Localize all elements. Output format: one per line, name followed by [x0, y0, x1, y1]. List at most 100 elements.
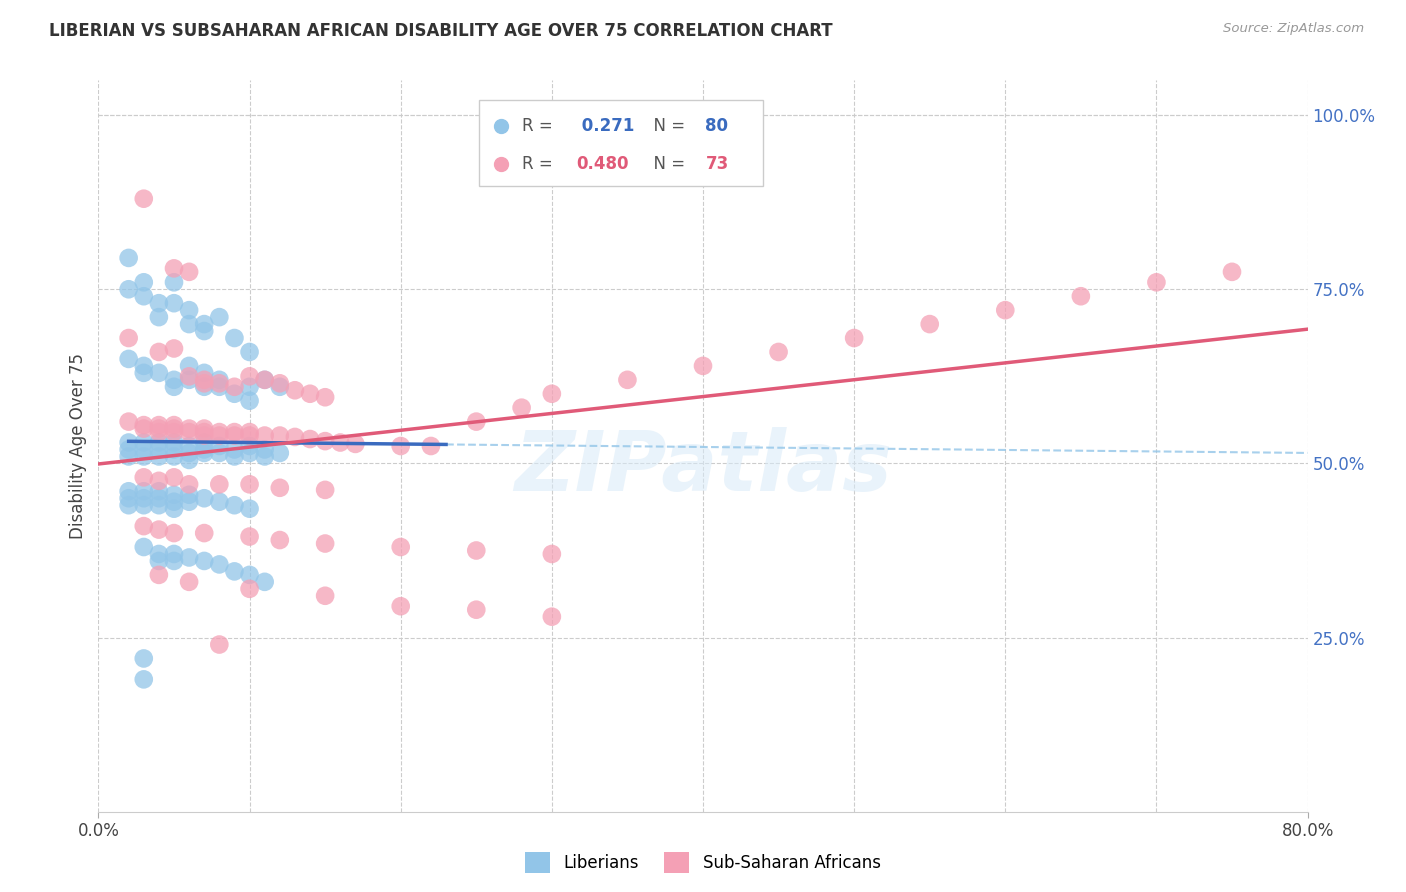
Point [239, 446, 262, 460]
Point [239, 439, 262, 453]
Point [329, 435, 352, 450]
Point [253, 373, 276, 387]
Text: R =: R = [522, 155, 558, 173]
Point [193, 373, 215, 387]
Point [163, 450, 186, 464]
Point [163, 373, 186, 387]
Point [163, 380, 186, 394]
Point [284, 430, 307, 444]
Point [269, 380, 291, 394]
Point [132, 498, 155, 512]
Point [208, 638, 231, 652]
Point [118, 450, 141, 464]
Point [299, 386, 322, 401]
Point [179, 488, 201, 502]
Point [193, 435, 215, 450]
Point [163, 275, 186, 289]
Point [118, 491, 141, 506]
Point [389, 439, 412, 453]
Point [163, 418, 186, 433]
Point [224, 331, 246, 345]
Point [148, 484, 170, 499]
Point [269, 428, 291, 442]
Point [224, 498, 246, 512]
Point [253, 442, 276, 457]
Point [179, 574, 201, 589]
Text: Source: ZipAtlas.com: Source: ZipAtlas.com [1223, 22, 1364, 36]
Point [132, 275, 155, 289]
Point [163, 494, 186, 508]
Point [179, 439, 201, 453]
Point [193, 425, 215, 439]
Point [420, 439, 443, 453]
Point [179, 303, 201, 318]
Point [132, 192, 155, 206]
Point [118, 415, 141, 429]
Point [918, 317, 941, 331]
Point [1146, 275, 1168, 289]
Point [314, 483, 336, 497]
Point [132, 484, 155, 499]
Point [540, 547, 562, 561]
Point [193, 376, 215, 391]
Point [465, 415, 488, 429]
Point [239, 477, 262, 491]
Point [193, 491, 215, 506]
Point [132, 418, 155, 433]
Point [132, 289, 155, 303]
Point [193, 380, 215, 394]
Point [118, 498, 141, 512]
Point [208, 477, 231, 491]
Point [148, 310, 170, 325]
Point [163, 442, 186, 457]
Point [224, 450, 246, 464]
Point [148, 442, 170, 457]
Point [132, 435, 155, 450]
Point [118, 331, 141, 345]
Point [510, 401, 533, 415]
Point [163, 547, 186, 561]
Point [1220, 265, 1243, 279]
Point [179, 425, 201, 439]
Point [148, 418, 170, 433]
Point [163, 342, 186, 356]
Text: 0.480: 0.480 [576, 155, 628, 173]
Point [389, 599, 412, 614]
Text: R =: R = [522, 118, 558, 136]
Point [179, 421, 201, 435]
Point [208, 373, 231, 387]
Point [163, 470, 186, 484]
Point [163, 488, 186, 502]
Point [239, 380, 262, 394]
Point [132, 470, 155, 484]
Point [118, 282, 141, 296]
Point [193, 421, 215, 435]
Point [253, 574, 276, 589]
Point [193, 366, 215, 380]
Point [193, 317, 215, 331]
Point [208, 425, 231, 439]
Point [118, 351, 141, 366]
Point [269, 533, 291, 547]
Point [314, 536, 336, 550]
Point [163, 501, 186, 516]
Point [163, 435, 186, 450]
Point [179, 446, 201, 460]
Point [269, 376, 291, 391]
Point [148, 567, 170, 582]
Point [179, 359, 201, 373]
Point [239, 345, 262, 359]
Legend: Liberians, Sub-Saharan Africans: Liberians, Sub-Saharan Africans [519, 846, 887, 880]
Point [540, 386, 562, 401]
Point [269, 446, 291, 460]
Point [148, 474, 170, 488]
Point [179, 494, 201, 508]
Point [299, 432, 322, 446]
Point [208, 558, 231, 572]
Point [193, 526, 215, 541]
Point [132, 491, 155, 506]
Text: N =: N = [643, 118, 690, 136]
Point [132, 442, 155, 457]
Point [253, 428, 276, 442]
Point [118, 251, 141, 265]
